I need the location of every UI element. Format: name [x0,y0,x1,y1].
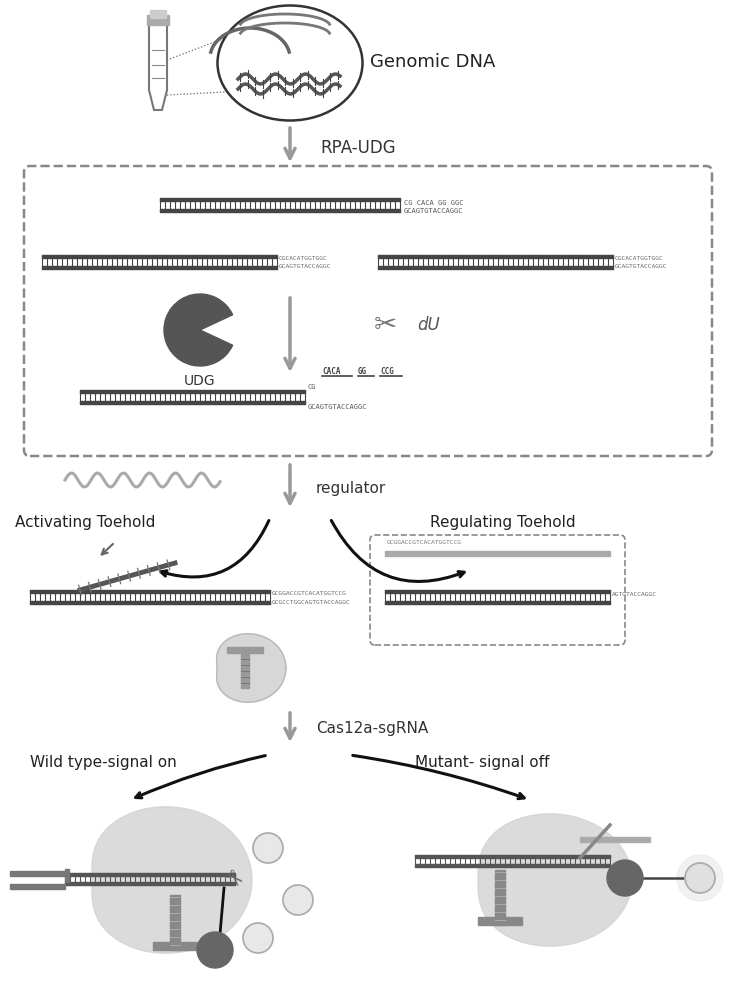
Text: regulator: regulator [316,481,386,495]
Circle shape [607,860,643,896]
Text: F: F [697,873,703,883]
Bar [80,401,305,404]
Bar [153,942,197,950]
Text: AGTGTACCAGGC: AGTGTACCAGGC [612,591,657,596]
Wedge shape [164,294,233,366]
Bar [65,882,235,885]
Text: CG: CG [308,384,316,390]
Bar [65,873,235,876]
Text: Mutant- signal off: Mutant- signal off [415,754,549,770]
Circle shape [677,855,723,901]
Bar [170,895,180,950]
Text: dU: dU [417,316,439,334]
Bar [42,266,277,269]
Text: Wild type-signal on: Wild type-signal on [30,754,177,770]
Text: CG CACA GG GGC: CG CACA GG GGC [404,200,464,206]
Bar [378,255,613,258]
Bar [385,590,610,593]
Bar [160,209,400,212]
Bar [80,390,305,393]
Text: F: F [255,933,261,943]
Text: Regulating Toehold: Regulating Toehold [430,514,576,530]
Text: B: B [210,944,220,956]
Bar [580,837,650,842]
Bar [65,869,69,882]
Bar [495,870,505,925]
Text: CGCACATGGTGGC: CGCACATGGTGGC [615,256,664,261]
Bar [150,10,166,18]
Text: UDG: UDG [184,374,216,388]
Text: GG: GG [358,367,367,376]
Text: RPA-UDG: RPA-UDG [320,139,396,157]
Bar [415,855,610,858]
Polygon shape [478,814,632,946]
Bar [10,871,65,876]
Text: GCAGTGTACCAGGC: GCAGTGTACCAGGC [308,404,367,410]
Bar [42,255,277,258]
Text: Cas12a-sgRNA: Cas12a-sgRNA [316,720,428,736]
Bar [30,590,270,593]
Polygon shape [92,807,252,953]
Bar [241,650,249,688]
Text: GCAGTGTACCAGGC: GCAGTGTACCAGGC [404,208,464,214]
Circle shape [283,885,313,915]
Text: CGCACATGGTGGC: CGCACATGGTGGC [279,256,328,261]
Text: CCG: CCG [380,367,394,376]
Polygon shape [216,634,286,702]
Text: B: B [620,871,630,884]
Circle shape [253,833,283,863]
Bar [385,601,610,604]
Bar [478,917,522,925]
Bar [10,884,65,889]
Circle shape [243,923,273,953]
Text: CACA: CACA [322,367,341,376]
Bar [227,647,263,653]
Text: ✂: ✂ [219,866,246,894]
Text: GCGGACCGTCACATGGTCCG: GCGGACCGTCACATGGTCCG [272,591,347,596]
Text: Genomic DNA: Genomic DNA [370,53,495,71]
Bar [378,266,613,269]
Bar [147,15,169,25]
Circle shape [197,932,233,968]
Bar [415,864,610,867]
Text: GCGGACCGTCACATGGTCCG: GCGGACCGTCACATGGTCCG [387,540,462,545]
Text: F: F [295,895,301,905]
Text: GCGCCTGGCAGTGTACCAGGC: GCGCCTGGCAGTGTACCAGGC [272,600,351,605]
Bar [30,601,270,604]
Circle shape [685,863,715,893]
Text: Activating Toehold: Activating Toehold [15,514,155,530]
Text: GCAGTGTACCAGGC: GCAGTGTACCAGGC [615,264,668,269]
Bar [160,198,400,201]
Bar [385,551,610,556]
Text: GCAGTGTACCAGGC: GCAGTGTACCAGGC [279,264,331,269]
Text: ✂: ✂ [373,311,397,339]
Text: F: F [265,843,271,853]
